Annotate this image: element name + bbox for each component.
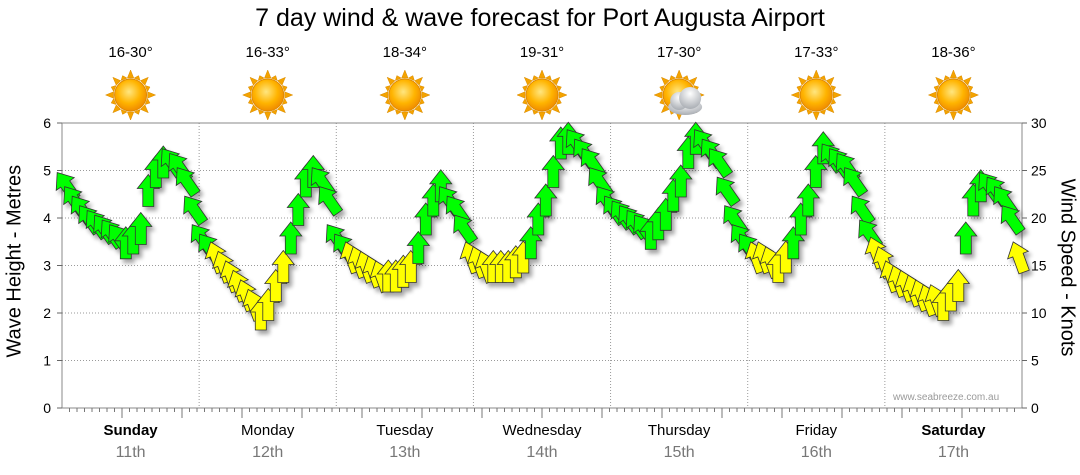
- y-tick-label-left: 4: [43, 210, 51, 226]
- day-date: 14th: [526, 444, 558, 461]
- day-name: Saturday: [921, 422, 986, 439]
- y-tick-label-right: 15: [1031, 258, 1047, 274]
- y-tick-label-left: 5: [43, 163, 51, 179]
- wind-series: [55, 121, 1030, 331]
- wind-arrow: [453, 214, 479, 246]
- y-tick-label-left: 3: [43, 258, 51, 274]
- sun-icon: [242, 69, 294, 121]
- wind-arrow: [183, 195, 209, 227]
- day-date: 17th: [937, 444, 969, 461]
- watermark: www.seabreeze.com.au: [893, 392, 1000, 403]
- wind-arrow: [708, 148, 734, 179]
- wind-arrow: [318, 186, 344, 217]
- y-tick-label-left: 2: [43, 305, 51, 321]
- wind-arrow: [541, 154, 566, 188]
- y-axis-left-label: Wave Height - Metres: [3, 164, 26, 358]
- sun-icon: [927, 69, 980, 121]
- wind-arrow: [175, 167, 201, 198]
- y-tick-label-left: 1: [43, 353, 51, 369]
- y-tick-label-right: 30: [1031, 115, 1047, 131]
- day-temp: 18-34°: [382, 44, 428, 61]
- sun-icon: [516, 69, 568, 121]
- y-tick-label-left: 6: [43, 115, 51, 131]
- sun-icon: [104, 69, 157, 121]
- y-tick-label-right: 10: [1031, 305, 1047, 321]
- day-date: 13th: [389, 444, 421, 461]
- y-tick-label-right: 25: [1031, 163, 1047, 179]
- wind-arrow: [953, 221, 978, 255]
- wind-arrow: [533, 183, 558, 217]
- y-tick-label-right: 0: [1031, 400, 1039, 416]
- day-date: 11th: [115, 444, 146, 461]
- day-name: Thursday: [647, 422, 711, 439]
- wind-arrow: [850, 195, 876, 227]
- day-temp: 16-33°: [245, 44, 290, 61]
- wind-arrow: [286, 192, 311, 226]
- day-temp: 19-31°: [519, 44, 565, 61]
- wind-arrow: [796, 183, 821, 217]
- day-name: Tuesday: [376, 422, 434, 439]
- wind-arrow: [715, 176, 741, 208]
- day-date: 12th: [252, 444, 284, 461]
- day-name: Friday: [795, 422, 838, 439]
- day-temp: 16-30°: [108, 44, 153, 61]
- sun-icon: [790, 69, 842, 121]
- wind-arrow: [278, 221, 303, 255]
- day-name: Monday: [241, 422, 295, 439]
- wind-arrow: [843, 167, 869, 198]
- wind-arrow: [1000, 205, 1026, 236]
- day-temp: 18-36°: [931, 44, 976, 61]
- wind-arrow: [668, 164, 693, 198]
- wind-arrow: [128, 211, 153, 245]
- day-name: Sunday: [103, 422, 158, 439]
- wind-arrow: [271, 249, 296, 283]
- y-axis-right-label: Wind Speed - Knots: [1056, 178, 1079, 357]
- y-tick-label-right: 5: [1031, 353, 1039, 369]
- day-date: 16th: [800, 444, 832, 461]
- wind-arrow: [946, 268, 971, 302]
- day-temp: 17-33°: [794, 44, 839, 61]
- y-tick-label-right: 20: [1031, 210, 1047, 226]
- y-tick-label-left: 0: [43, 400, 51, 416]
- day-name: Wednesday: [502, 422, 582, 439]
- day-date: 15th: [663, 444, 695, 461]
- chart-title: 7 day wind & wave forecast for Port Augu…: [255, 4, 825, 32]
- sun-icon: [379, 69, 431, 121]
- wind-arrow: [1006, 241, 1030, 275]
- wind-arrow: [406, 230, 431, 264]
- day-temp: 17-30°: [656, 44, 702, 61]
- sun-cloud-icon: [653, 69, 705, 121]
